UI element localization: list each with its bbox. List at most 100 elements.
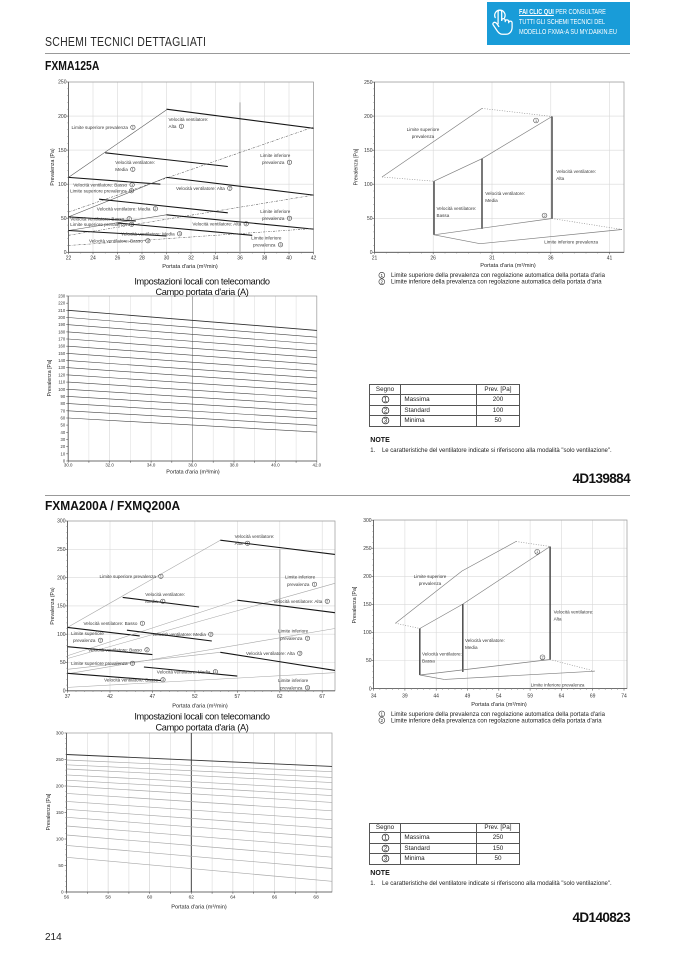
svg-text:3: 3 <box>299 652 301 656</box>
svg-text:Alta: Alta <box>169 124 177 129</box>
svg-text:2: 2 <box>307 637 309 641</box>
svg-text:190: 190 <box>58 322 66 327</box>
svg-text:Velocità ventilatore:: Velocità ventilatore: <box>556 169 596 174</box>
svg-text:39: 39 <box>402 694 408 700</box>
svg-text:2: 2 <box>146 648 148 652</box>
svg-text:50: 50 <box>61 423 66 428</box>
svg-text:0: 0 <box>63 459 66 464</box>
svg-text:1: 1 <box>383 398 387 404</box>
svg-text:69: 69 <box>590 694 596 700</box>
svg-text:3: 3 <box>383 857 387 863</box>
svg-text:Velocità ventilatore: Alta: Velocità ventilatore: Alta <box>192 222 241 227</box>
svg-text:Alta: Alta <box>554 617 562 622</box>
svg-text:Velocità ventilatore:: Velocità ventilatore: <box>235 534 275 539</box>
svg-text:40: 40 <box>286 256 292 262</box>
svg-text:Velocità ventilatore: Basso: Velocità ventilatore: Basso <box>104 678 158 683</box>
svg-text:24: 24 <box>90 256 96 262</box>
svg-text:1: 1 <box>131 183 133 187</box>
svg-text:32.0: 32.0 <box>105 463 114 468</box>
svg-text:250: 250 <box>363 546 372 552</box>
svg-text:Limite inferiore prevalenza: Limite inferiore prevalenza <box>531 683 585 688</box>
svg-text:2: 2 <box>289 217 291 221</box>
svg-text:Bassa: Bassa <box>437 213 450 218</box>
svg-text:Media: Media <box>145 599 158 604</box>
svg-text:180: 180 <box>58 329 66 334</box>
svg-text:Prevalenza (Pa): Prevalenza (Pa) <box>50 587 56 624</box>
svg-text:Limite inferiore: Limite inferiore <box>260 209 291 214</box>
svg-text:42: 42 <box>311 256 317 262</box>
svg-text:Limite superiore: Limite superiore <box>71 631 104 636</box>
svg-text:3: 3 <box>280 243 282 247</box>
svg-text:100: 100 <box>363 630 372 636</box>
svg-text:100: 100 <box>364 182 373 188</box>
svg-text:200: 200 <box>58 114 67 120</box>
svg-text:57: 57 <box>235 694 241 700</box>
svg-text:150: 150 <box>363 602 372 608</box>
svg-text:2: 2 <box>326 600 328 604</box>
svg-text:Prevalenza [Pa]: Prevalenza [Pa] <box>46 793 52 830</box>
svg-text:1: 1 <box>180 125 182 129</box>
svg-text:130: 130 <box>58 365 66 370</box>
svg-text:1: 1 <box>289 161 291 165</box>
svg-text:Limite inferiore: Limite inferiore <box>251 236 282 241</box>
svg-text:22: 22 <box>66 256 72 262</box>
svg-text:68: 68 <box>313 895 319 901</box>
svg-text:Limite superiore della prevale: Limite superiore della prevalenza con re… <box>391 712 606 718</box>
svg-text:1: 1 <box>535 119 537 123</box>
svg-text:2: 2 <box>381 718 384 723</box>
svg-text:300: 300 <box>56 731 64 736</box>
svg-text:21: 21 <box>372 256 378 262</box>
svg-text:Bassa: Bassa <box>422 659 435 664</box>
svg-text:3: 3 <box>245 222 247 226</box>
svg-text:Limite superiore prevalenza: Limite superiore prevalenza <box>71 661 128 666</box>
svg-text:Velocità ventilatore: Basso: Velocità ventilatore: Basso <box>70 217 124 222</box>
svg-text:250: 250 <box>364 80 373 86</box>
svg-text:3: 3 <box>383 419 387 425</box>
svg-text:250: 250 <box>58 80 67 86</box>
svg-text:3: 3 <box>132 662 134 666</box>
svg-text:150: 150 <box>364 148 373 154</box>
svg-text:Alta: Alta <box>556 176 564 181</box>
svg-text:prevalenza: prevalenza <box>412 134 435 139</box>
svg-text:250: 250 <box>56 757 64 762</box>
svg-text:Limite superiore prevalenza: Limite superiore prevalenza <box>70 222 127 227</box>
svg-text:60: 60 <box>61 416 66 421</box>
svg-text:Limite inferiore: Limite inferiore <box>260 153 291 158</box>
svg-text:0: 0 <box>61 890 64 895</box>
svg-text:10: 10 <box>61 451 66 456</box>
svg-text:250: 250 <box>57 547 66 553</box>
svg-text:34: 34 <box>213 256 219 262</box>
svg-text:Velocità ventilatore: Basso: Velocità ventilatore: Basso <box>73 183 127 188</box>
svg-text:0: 0 <box>370 250 373 256</box>
svg-text:Portata d'aria (m³/min): Portata d'aria (m³/min) <box>171 905 227 911</box>
svg-text:66: 66 <box>272 895 278 901</box>
svg-text:67: 67 <box>319 694 325 700</box>
svg-text:100: 100 <box>57 632 66 638</box>
svg-text:38.0: 38.0 <box>230 463 239 468</box>
svg-text:prevalenza: prevalenza <box>280 636 303 641</box>
svg-text:Velocità ventilatore:: Velocità ventilatore: <box>422 652 462 657</box>
svg-text:41: 41 <box>607 256 613 262</box>
svg-text:36.0: 36.0 <box>188 463 197 468</box>
svg-text:Limite superiore: Limite superiore <box>414 574 447 579</box>
svg-text:Velocità ventilatore:: Velocità ventilatore: <box>465 638 505 643</box>
svg-text:200: 200 <box>56 784 64 789</box>
svg-text:2: 2 <box>128 217 130 221</box>
svg-text:60: 60 <box>147 895 153 901</box>
svg-text:1: 1 <box>381 712 384 717</box>
svg-text:1: 1 <box>160 575 162 579</box>
svg-text:36: 36 <box>548 256 554 262</box>
svg-text:Velocità ventilatore:: Velocità ventilatore: <box>145 592 185 597</box>
svg-text:34: 34 <box>371 694 377 700</box>
svg-text:Velocità ventilatore: Alta: Velocità ventilatore: Alta <box>176 186 225 191</box>
svg-text:62: 62 <box>277 694 283 700</box>
svg-text:Portata d'aria (m³/min): Portata d'aria (m³/min) <box>166 470 220 476</box>
svg-text:110: 110 <box>59 380 66 385</box>
svg-text:Limite inferiore della prevale: Limite inferiore della prevalenza con re… <box>391 718 602 724</box>
svg-text:Prevalenza [Pa]: Prevalenza [Pa] <box>47 359 53 396</box>
svg-text:200: 200 <box>363 574 372 580</box>
svg-text:Impostazioni locali con teleco: Impostazioni locali con telecomando <box>134 277 270 287</box>
svg-text:50: 50 <box>367 216 373 222</box>
svg-text:74: 74 <box>621 694 627 700</box>
svg-text:Portata d'aria (m³/min): Portata d'aria (m³/min) <box>172 704 228 710</box>
